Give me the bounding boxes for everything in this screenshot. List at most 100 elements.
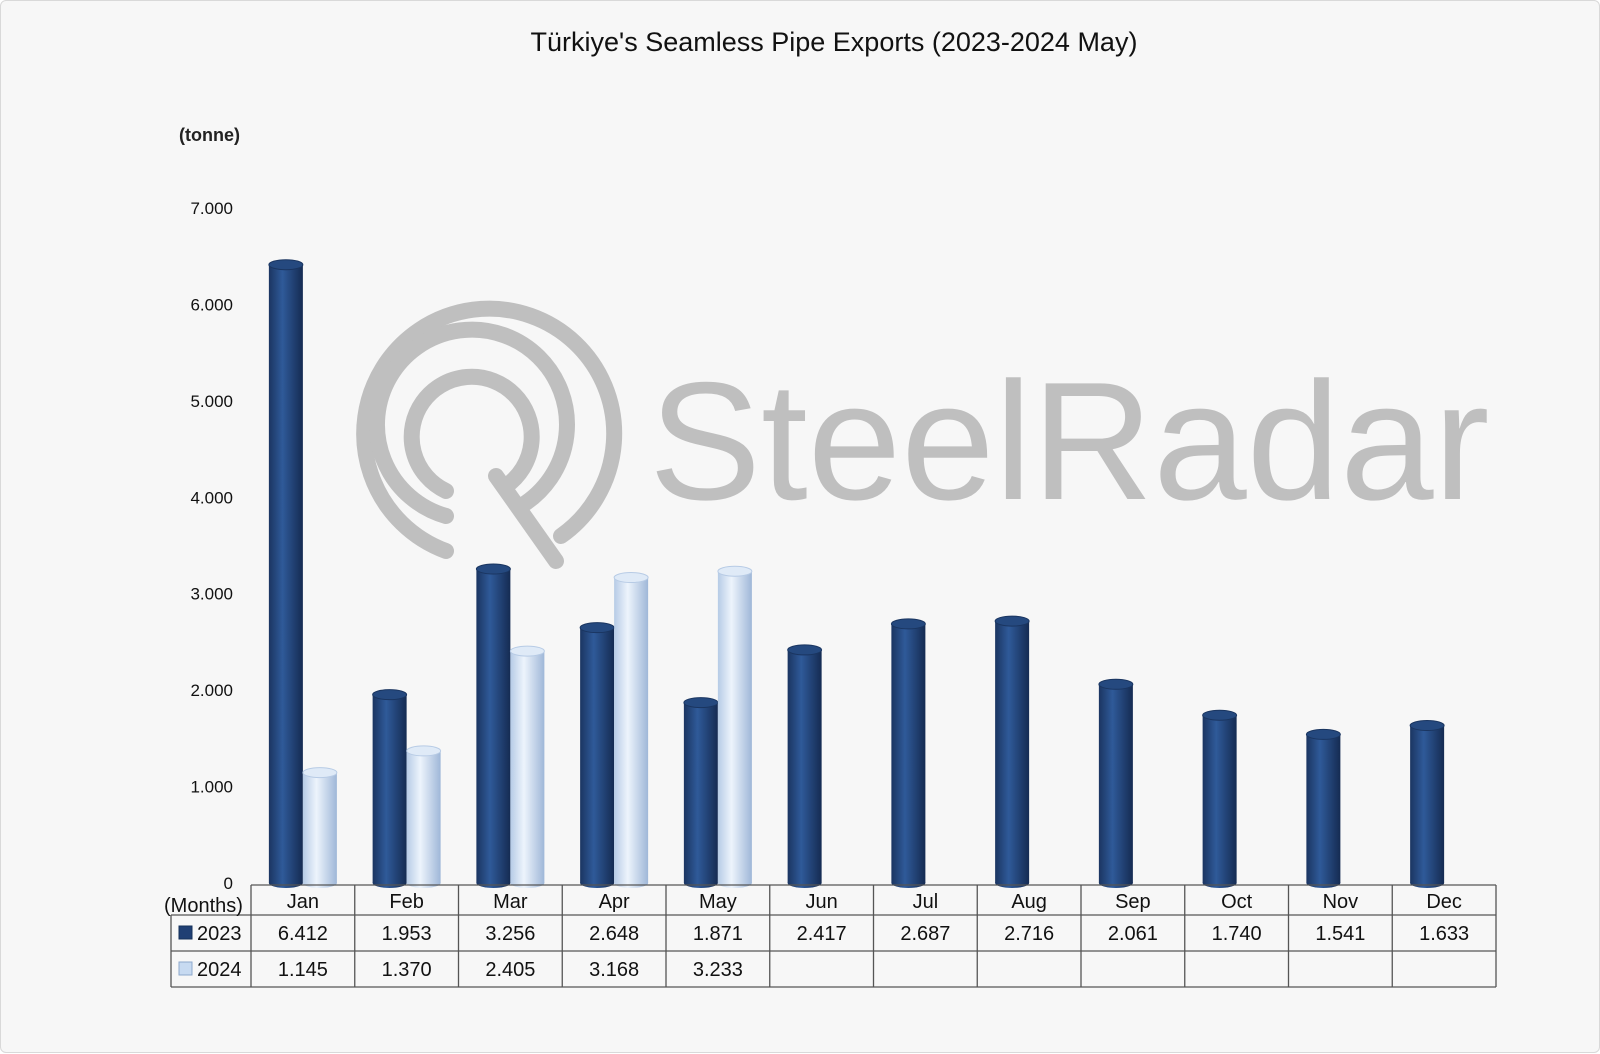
bar-cap <box>890 618 926 630</box>
bar-base <box>476 878 511 888</box>
data-label: 6.412 <box>278 923 328 945</box>
y-tick-label: 6.000 <box>190 295 233 314</box>
data-label: 2.716 <box>1004 923 1054 945</box>
x-tick-label: Apr <box>599 891 630 913</box>
bar-base <box>580 878 615 888</box>
bar-2024-jan <box>302 767 338 888</box>
y-tick-label: 4.000 <box>190 488 233 507</box>
watermark: SteelRadar <box>356 300 1490 569</box>
bar-cap <box>406 745 442 757</box>
bar-body <box>268 264 303 883</box>
data-label: 1.541 <box>1315 923 1365 945</box>
y-axis-unit-label: (tonne) <box>179 125 240 145</box>
bar-2023-feb <box>372 689 408 888</box>
data-label: 1.633 <box>1419 923 1469 945</box>
chart-title: Türkiye's Seamless Pipe Exports (2023-20… <box>531 27 1138 57</box>
x-tick-label: Mar <box>493 891 528 913</box>
bar-cap <box>994 615 1030 627</box>
bar-base <box>1410 878 1445 888</box>
bar-2024-apr <box>613 572 649 888</box>
bar-body <box>1098 684 1133 883</box>
y-tick-label: 7.000 <box>190 199 233 218</box>
bar-2023-nov <box>1305 728 1341 888</box>
bar-base <box>406 878 441 888</box>
bar-cap <box>787 644 823 656</box>
bar-body <box>891 623 926 883</box>
bar-cap <box>372 689 408 701</box>
bar-base <box>1306 878 1341 888</box>
legend-swatch-2024 <box>178 961 193 976</box>
bar-body <box>1410 725 1445 883</box>
y-tick-label: 2.000 <box>190 681 233 700</box>
bar-body <box>787 649 822 883</box>
x-tick-label: Sep <box>1115 891 1151 913</box>
bar-2024-feb <box>406 745 442 888</box>
bar-2024-mar <box>509 645 545 888</box>
bar-cap <box>717 565 753 577</box>
x-tick-label: May <box>699 891 737 913</box>
bar-cap <box>1305 728 1341 740</box>
bar-cap <box>268 259 304 271</box>
bar-cap <box>1202 709 1238 721</box>
bars <box>268 259 1445 888</box>
bar-body <box>510 651 545 883</box>
bar-body <box>1306 734 1341 883</box>
bar-base <box>510 878 545 888</box>
data-label: 3.168 <box>589 959 639 981</box>
bar-base <box>372 878 407 888</box>
x-axis-label: (Months) <box>164 895 243 917</box>
data-label: 2.061 <box>1108 923 1158 945</box>
data-label: 1.370 <box>382 959 432 981</box>
x-tick-label: Jul <box>913 891 939 913</box>
bar-cap <box>613 572 649 584</box>
legend-label-2024: 2024 <box>197 959 242 981</box>
bar-2023-jun <box>787 644 823 888</box>
bar-base <box>683 878 718 888</box>
bar-2023-jul <box>890 618 926 888</box>
bar-cap <box>475 563 511 575</box>
bar-base <box>268 878 303 888</box>
bar-body <box>683 702 718 883</box>
bar-base <box>1202 878 1237 888</box>
y-tick-label: 1.000 <box>190 778 233 797</box>
bar-base <box>891 878 926 888</box>
y-tick-label: 3.000 <box>190 585 233 604</box>
x-tick-label: Nov <box>1323 891 1359 913</box>
bar-2024-may <box>717 565 753 888</box>
bar-base <box>614 878 649 888</box>
bar-cap <box>302 767 338 779</box>
bar-2023-aug <box>994 615 1030 888</box>
data-label: 2.417 <box>797 923 847 945</box>
data-label: 2.648 <box>589 923 639 945</box>
radar-logo-icon <box>356 300 623 569</box>
bar-2023-apr <box>579 622 615 888</box>
bar-base <box>717 878 752 888</box>
bar-cap <box>509 645 545 657</box>
bar-base <box>302 878 337 888</box>
bar-cap <box>579 622 615 634</box>
bar-body <box>580 627 615 883</box>
x-tick-label: Oct <box>1221 891 1253 913</box>
data-label: 2.687 <box>900 923 950 945</box>
bar-2023-mar <box>475 563 511 888</box>
y-tick-label: 5.000 <box>190 392 233 411</box>
legend-swatch-2023 <box>178 925 193 940</box>
legend-label-2023: 2023 <box>197 923 242 945</box>
bar-2023-oct <box>1202 709 1238 888</box>
data-label: 3.256 <box>485 923 535 945</box>
data-label: 1.145 <box>278 959 328 981</box>
bar-body <box>614 577 649 883</box>
data-label: 2.405 <box>485 959 535 981</box>
bar-body <box>372 694 407 883</box>
bar-base <box>1098 878 1133 888</box>
data-label: 1.871 <box>693 923 743 945</box>
x-tick-label: Aug <box>1011 891 1047 913</box>
x-tick-label: Jun <box>806 891 838 913</box>
y-tick-label: 0 <box>224 874 233 893</box>
bar-cap <box>1098 678 1134 690</box>
x-tick-label: Feb <box>389 891 423 913</box>
bar-2023-may <box>683 697 719 888</box>
data-label: 1.740 <box>1212 923 1262 945</box>
